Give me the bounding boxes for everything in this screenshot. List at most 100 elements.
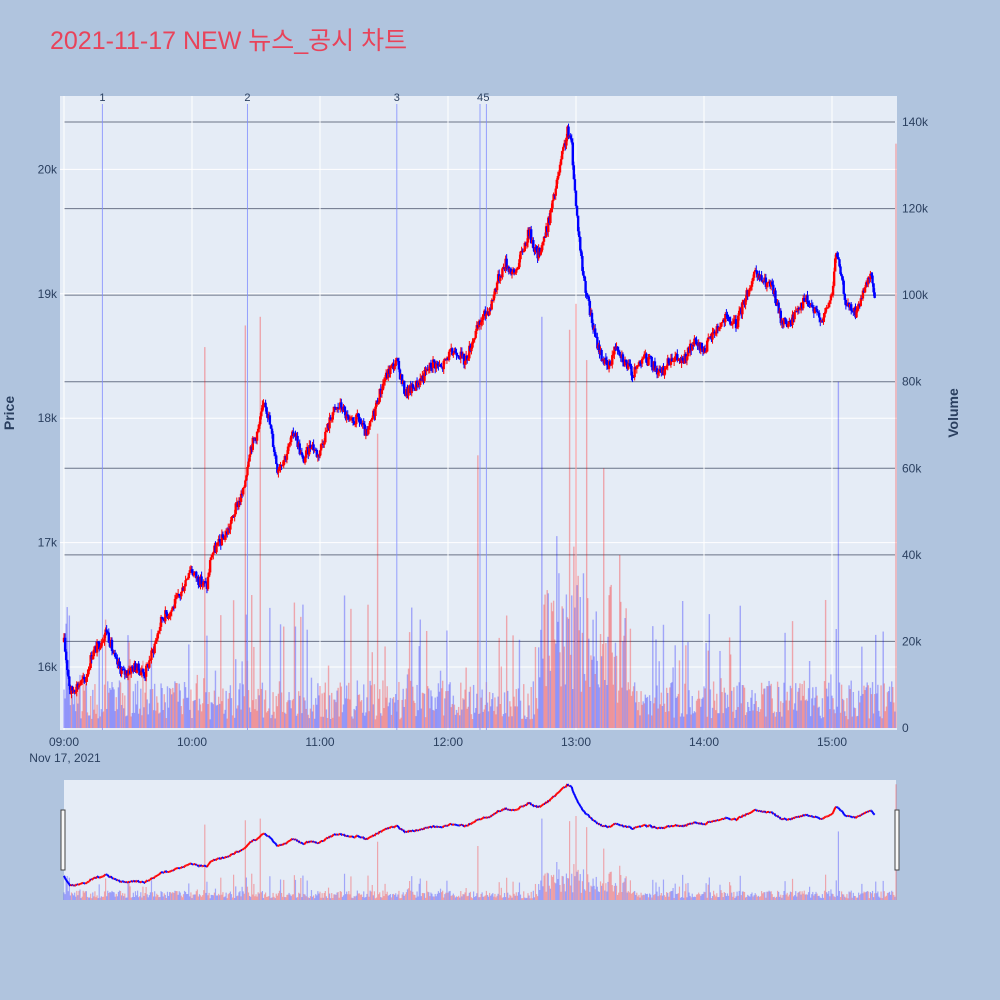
slider-volume-bar bbox=[560, 891, 562, 900]
volume-bar bbox=[141, 715, 143, 728]
slider-volume-bar bbox=[595, 876, 597, 900]
slider-volume-bar bbox=[68, 877, 70, 900]
volume-bar bbox=[811, 698, 813, 728]
volume-bar bbox=[571, 595, 573, 728]
slider-price-segment bbox=[618, 823, 621, 826]
range-slider-right-handle[interactable] bbox=[894, 809, 900, 871]
slider-volume-bar bbox=[820, 898, 822, 900]
candle-body bbox=[844, 299, 848, 306]
candle-body bbox=[510, 271, 514, 274]
slider-price-segment bbox=[413, 830, 416, 833]
date-label: Nov 17, 2021 bbox=[29, 751, 101, 765]
candle-body bbox=[77, 685, 81, 688]
slider-price-segment bbox=[95, 876, 98, 879]
slider-volume-bar bbox=[98, 884, 100, 900]
volume-bar bbox=[260, 688, 263, 728]
slider-price-segment bbox=[342, 833, 346, 836]
slider-price-segment bbox=[341, 833, 345, 836]
volume-bar bbox=[521, 718, 524, 728]
slider-volume-bar bbox=[491, 894, 493, 900]
slider-volume-bar bbox=[751, 892, 753, 900]
candle-body bbox=[608, 361, 612, 366]
volume-bar bbox=[201, 703, 204, 728]
slider-volume-bar bbox=[82, 890, 84, 900]
slider-volume-bar bbox=[254, 896, 256, 900]
slider-volume-bar bbox=[238, 892, 240, 900]
slider-volume-bar bbox=[418, 883, 420, 900]
volume-bar bbox=[466, 708, 468, 728]
volume-bar bbox=[99, 716, 101, 728]
slider-volume-bar bbox=[233, 874, 235, 900]
slider-price-segment bbox=[307, 840, 311, 844]
slider-volume-bar bbox=[243, 893, 245, 900]
candle-body bbox=[542, 236, 546, 242]
volume-bar bbox=[657, 708, 659, 728]
volume-bar bbox=[821, 698, 824, 728]
slider-volume-bar bbox=[361, 894, 363, 900]
slider-volume-bar bbox=[710, 898, 713, 900]
volume-bar bbox=[851, 716, 853, 728]
volume-bar bbox=[623, 635, 625, 728]
volume-bar bbox=[247, 690, 250, 728]
slider-price-segment bbox=[291, 837, 294, 841]
candle-body bbox=[518, 259, 521, 268]
slider-volume-bar bbox=[130, 897, 132, 900]
slider-price-segment bbox=[607, 825, 610, 829]
slider-price-segment bbox=[587, 814, 591, 819]
slider-volume-bar bbox=[319, 891, 321, 900]
slider-price-segment bbox=[812, 815, 815, 819]
slider-price-segment bbox=[257, 836, 260, 840]
volume-bar bbox=[788, 700, 791, 728]
candle-body bbox=[831, 285, 835, 295]
candle-body bbox=[581, 255, 584, 272]
range-slider[interactable] bbox=[64, 780, 896, 900]
slider-volume-bar bbox=[340, 891, 342, 900]
candle-body bbox=[218, 538, 221, 542]
volume-bar bbox=[147, 714, 149, 728]
slider-volume-bar bbox=[247, 892, 250, 900]
slider-volume-bar bbox=[313, 895, 315, 900]
volume-bar bbox=[469, 686, 472, 728]
candle-body bbox=[91, 656, 94, 660]
volume-bar bbox=[846, 698, 848, 728]
slider-volume-bar bbox=[66, 876, 68, 900]
slider-volume-bar bbox=[485, 890, 487, 900]
volume-bar bbox=[299, 695, 301, 728]
slider-price-segment bbox=[644, 824, 648, 827]
volume-bar bbox=[369, 680, 371, 728]
candle-body bbox=[779, 310, 782, 324]
candle-body bbox=[557, 172, 561, 176]
candle-body bbox=[549, 210, 552, 224]
price-tick-label: 16k bbox=[38, 660, 58, 674]
slider-price-segment bbox=[241, 848, 244, 851]
slider-volume-bar bbox=[422, 893, 425, 900]
slider-price-segment bbox=[759, 810, 763, 813]
slider-volume-bar bbox=[178, 891, 180, 900]
volume-bar bbox=[268, 708, 270, 728]
candle-body bbox=[154, 640, 157, 644]
candle-body bbox=[490, 300, 493, 310]
volume-bar bbox=[386, 686, 388, 728]
slider-volume-bar bbox=[67, 891, 69, 900]
slider-volume-bar bbox=[538, 884, 540, 900]
slider-price-segment bbox=[171, 869, 174, 872]
candle-body bbox=[714, 333, 717, 335]
candle-body bbox=[394, 360, 397, 366]
volume-bar bbox=[389, 697, 392, 728]
volume-bar bbox=[76, 681, 78, 728]
slider-volume-bar bbox=[97, 898, 99, 900]
slider-price-segment bbox=[848, 815, 851, 818]
candle-body bbox=[859, 298, 862, 306]
slider-volume-bar bbox=[693, 896, 695, 900]
slider-volume-bar bbox=[332, 897, 334, 900]
slider-price-segment bbox=[250, 839, 254, 843]
candle-body bbox=[215, 545, 218, 553]
candle-body bbox=[403, 380, 406, 394]
range-slider-left-handle[interactable] bbox=[60, 809, 66, 871]
volume-bar bbox=[825, 688, 828, 728]
slider-volume-bar bbox=[831, 893, 833, 900]
candle-body bbox=[78, 684, 82, 686]
slider-price-segment bbox=[416, 829, 419, 832]
volume-bar bbox=[87, 715, 90, 728]
slider-price-segment bbox=[509, 808, 512, 812]
